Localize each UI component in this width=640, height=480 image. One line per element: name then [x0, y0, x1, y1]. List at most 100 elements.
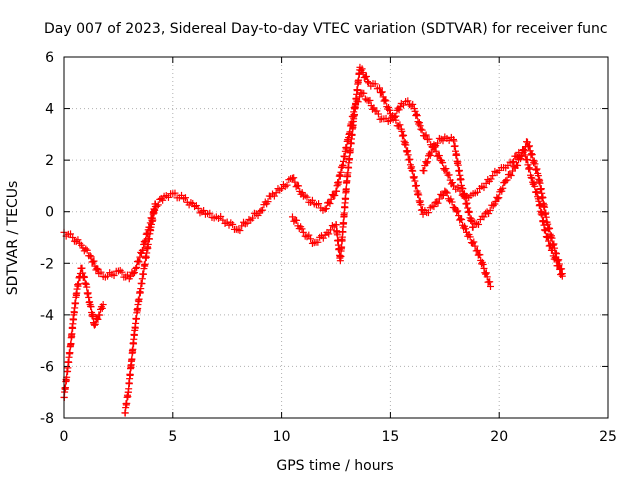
y-tick-label: -4: [40, 308, 54, 324]
data-point: [489, 172, 497, 180]
y-tick-label: 4: [45, 102, 54, 118]
data-point: [377, 89, 385, 97]
y-tick-label: -6: [40, 359, 54, 375]
data-point: [238, 222, 246, 230]
data-point: [507, 172, 515, 180]
data-point: [353, 86, 361, 94]
data-point: [434, 139, 442, 147]
data-point: [308, 239, 316, 247]
data-point: [321, 205, 329, 213]
data-point: [531, 182, 539, 190]
data-point: [243, 219, 251, 227]
data-point: [415, 120, 423, 128]
data-point: [486, 282, 494, 290]
data-point: [548, 234, 556, 242]
data-point: [546, 225, 554, 233]
data-point: [200, 207, 208, 215]
data-point: [149, 216, 157, 224]
series-late-arc: [419, 133, 566, 278]
x-tick-label: 0: [60, 429, 69, 445]
data-point: [532, 188, 540, 196]
data-point: [498, 187, 506, 195]
data-point: [465, 208, 473, 216]
data-point: [358, 65, 366, 73]
data-point: [541, 226, 549, 234]
data-point: [531, 160, 539, 168]
data-point: [371, 80, 379, 88]
chart-title: Day 007 of 2023, Sidereal Day-to-day VTE…: [44, 21, 608, 37]
data-point: [359, 69, 367, 77]
y-tick-label: -8: [40, 411, 54, 427]
data-point: [508, 159, 516, 167]
axis-tick-labels: 0 5 10 15 20 25 -8 -6 -4 -2 0 2 4 6: [40, 50, 617, 445]
data-point: [86, 252, 94, 260]
data-point: [502, 177, 510, 185]
data-point: [67, 230, 75, 238]
series-dawn-dip-early: [60, 264, 107, 402]
data-point: [217, 212, 225, 220]
data-point: [530, 179, 538, 187]
data-point: [254, 211, 262, 219]
data-point: [104, 272, 112, 280]
data-point: [499, 184, 507, 192]
data-point: [66, 349, 74, 357]
data-point: [396, 103, 404, 111]
data-point: [123, 399, 131, 407]
data-point: [402, 141, 410, 149]
data-point: [234, 226, 242, 234]
data-point: [80, 272, 88, 280]
data-point: [191, 203, 199, 211]
data-point: [430, 203, 438, 211]
data-point: [78, 264, 86, 272]
data-point: [346, 155, 354, 163]
x-tick-label: 25: [599, 429, 617, 445]
data-point: [415, 191, 423, 199]
data-point: [454, 207, 462, 215]
data-point: [290, 174, 298, 182]
data-point: [376, 84, 384, 92]
data-point: [298, 189, 306, 197]
data-point: [558, 265, 566, 273]
data-point: [283, 181, 291, 189]
data-point: [494, 195, 502, 203]
data-point: [427, 148, 435, 156]
data-point: [118, 268, 126, 276]
x-tick-label: 10: [273, 429, 291, 445]
data-point: [480, 184, 488, 192]
data-point: [83, 283, 91, 291]
data-point: [374, 110, 382, 118]
data-point: [420, 167, 428, 175]
data-point: [151, 200, 159, 208]
data-point: [159, 196, 167, 204]
data-point: [555, 256, 563, 264]
data-point: [128, 355, 136, 363]
data-point: [133, 263, 141, 271]
data-point: [418, 126, 426, 134]
data-point: [457, 215, 465, 223]
data-point: [528, 151, 536, 159]
data-point: [308, 196, 316, 204]
data-point: [480, 213, 488, 221]
data-point: [514, 161, 522, 169]
data-point: [528, 174, 536, 182]
data-point: [298, 225, 306, 233]
data-point: [81, 279, 89, 287]
x-tick-label: 5: [168, 429, 177, 445]
data-point: [134, 257, 142, 265]
data-point: [409, 100, 417, 108]
data-point: [72, 299, 80, 307]
data-point: [116, 266, 124, 274]
data-point: [471, 242, 479, 250]
data-point: [525, 143, 533, 151]
data-point: [123, 271, 131, 279]
data-point: [404, 97, 412, 105]
data-point: [518, 152, 526, 160]
data-point: [82, 245, 90, 253]
data-point: [259, 206, 267, 214]
data-point: [164, 193, 172, 201]
data-point: [69, 234, 77, 241]
data-point: [483, 208, 491, 216]
data-point: [295, 182, 303, 190]
data-point: [135, 258, 143, 266]
